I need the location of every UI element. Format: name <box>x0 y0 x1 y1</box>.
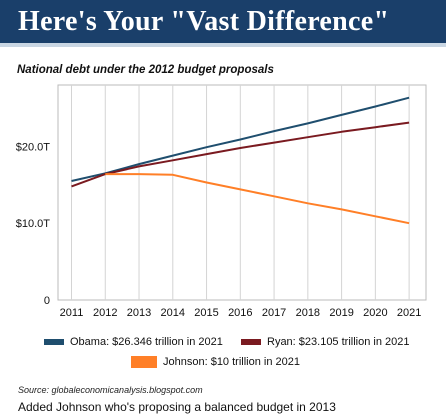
x-tick-label: 2016 <box>228 307 252 319</box>
legend-label-obama: Obama: $26.346 trillion in 2021 <box>70 336 223 348</box>
x-tick-label: 2019 <box>329 307 353 319</box>
x-tick-label: 2017 <box>262 307 286 319</box>
x-tick-label: 2013 <box>127 307 151 319</box>
y-tick-label: 0 <box>44 295 50 307</box>
legend-swatch-ryan <box>241 339 261 346</box>
series-line-ryan <box>71 121 410 188</box>
legend-swatch-johnson <box>131 356 157 369</box>
caption: Added Johnson who's proposing a balanced… <box>18 400 336 414</box>
series-line-obama <box>71 96 410 182</box>
legend-label-ryan: Ryan: $23.105 trillion in 2021 <box>267 336 410 348</box>
plot-frame <box>57 84 427 301</box>
legend-swatch-obama <box>44 339 64 346</box>
x-tick-label: 2014 <box>161 307 185 319</box>
legend-item-johnson: Johnson: $10 trillion in 2021 <box>131 356 300 369</box>
x-tick-label: 2021 <box>397 307 421 319</box>
x-tick-label: 2020 <box>363 307 387 319</box>
x-tick-label: 2012 <box>93 307 117 319</box>
title-banner: Here's Your "Vast Difference" <box>0 0 446 47</box>
x-tick-label: 2018 <box>296 307 320 319</box>
chart-subtitle: National debt under the 2012 budget prop… <box>17 64 274 76</box>
series-line-johnson <box>105 173 410 225</box>
x-tick-label: 2011 <box>60 307 84 319</box>
page-title: Here's Your "Vast Difference" <box>18 6 390 37</box>
y-tick-label: $10.0T <box>16 218 51 230</box>
source-note: Source: globaleconomicanalysis.blogspot.… <box>18 385 203 395</box>
legend-item-ryan: Ryan: $23.105 trillion in 2021 <box>241 336 409 348</box>
legend-item-obama: Obama: $26.346 trillion in 2021 <box>44 336 223 348</box>
legend-label-johnson: Johnson: $10 trillion in 2021 <box>163 356 300 368</box>
x-tick-label: 2015 <box>194 307 218 319</box>
y-tick-label: $20.0T <box>16 141 51 153</box>
